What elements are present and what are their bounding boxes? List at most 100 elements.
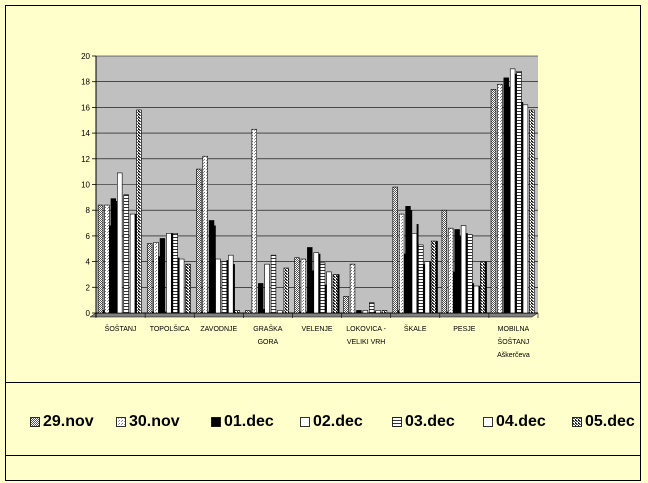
x-tick-label: PESJE <box>453 326 476 333</box>
legend-swatch <box>300 417 310 427</box>
y-tick-label: 16 <box>81 103 90 112</box>
bar <box>146 243 153 314</box>
x-tick-label: LOKOVICA - <box>346 326 386 333</box>
bar <box>418 244 424 314</box>
bar <box>375 310 381 314</box>
bar <box>221 261 228 314</box>
legend-label: 29.nov <box>43 413 94 430</box>
legend-swatch <box>211 417 221 427</box>
legend-label: 01.dec <box>224 413 274 430</box>
bar <box>369 302 375 314</box>
y-tick-label: 20 <box>81 52 90 61</box>
bar <box>343 295 349 314</box>
bar <box>319 262 326 314</box>
y-tick-label: 0 <box>86 309 91 318</box>
bar <box>123 194 129 314</box>
legend-bottom-divider <box>5 455 641 456</box>
bar <box>136 109 142 314</box>
x-tick-label: VELIKI VRH <box>347 339 386 346</box>
bar <box>497 83 503 314</box>
legend-item: 30.nov <box>116 412 180 432</box>
bar <box>264 263 270 314</box>
y-tick-label: 12 <box>81 155 90 164</box>
legend-item: 04.dec <box>483 412 546 432</box>
bar <box>300 258 307 314</box>
legend-swatch <box>30 417 40 427</box>
bar <box>270 254 277 314</box>
y-tick-label: 2 <box>86 283 91 292</box>
legend-label: 02.dec <box>313 413 363 430</box>
x-tick-label: VELENJE <box>301 326 332 333</box>
x-tick-label: TOPOLŠICA <box>150 324 190 333</box>
legend-swatch <box>392 417 402 427</box>
x-tick-label: ZAVODNJE <box>200 326 237 333</box>
bar <box>381 310 388 314</box>
bar <box>234 310 240 314</box>
bar <box>454 229 460 314</box>
legend-swatch <box>483 417 493 427</box>
legend-label: 04.dec <box>496 413 546 430</box>
x-tick-label: ŠKALE <box>404 324 427 333</box>
bar <box>215 258 221 314</box>
y-tick-label: 10 <box>81 181 90 190</box>
x-tick-label: MOBILNA <box>498 326 530 333</box>
bar <box>159 238 166 314</box>
bar <box>424 261 430 314</box>
bar <box>251 128 257 314</box>
bar <box>313 252 319 314</box>
bar <box>196 168 202 314</box>
bar-side <box>337 274 340 314</box>
bar <box>467 234 473 314</box>
bar <box>356 310 362 314</box>
x-tick-label: ŠOŠTANJ <box>498 337 530 346</box>
bar-side <box>233 264 235 314</box>
bar <box>411 233 418 314</box>
legend-label: 03.dec <box>405 413 455 430</box>
bar <box>362 310 369 314</box>
bar <box>473 285 480 314</box>
bar <box>307 247 313 314</box>
bar <box>283 267 289 314</box>
legend-item: 05.dec <box>572 412 635 432</box>
bar <box>228 254 234 314</box>
bar <box>522 104 529 314</box>
bar <box>185 263 191 314</box>
x-tick-label: GRAŠKA <box>253 324 283 333</box>
bar <box>509 68 516 314</box>
legend-label: 30.nov <box>129 413 180 430</box>
bar-side <box>484 261 487 314</box>
bar <box>405 206 411 314</box>
legend-item: 01.dec <box>211 412 274 432</box>
plot-floor <box>89 312 539 318</box>
legend-swatch <box>572 417 582 427</box>
bar <box>460 225 467 314</box>
bar <box>129 213 136 314</box>
bar <box>172 233 178 314</box>
x-tick-label: Aškerčeva <box>497 352 530 359</box>
bar <box>97 204 104 314</box>
bar <box>110 198 117 314</box>
bar <box>245 310 251 314</box>
bar <box>503 77 509 314</box>
bar <box>349 263 356 314</box>
x-tick-label: GORA <box>258 339 279 346</box>
bar <box>277 310 283 314</box>
legend-item: 03.dec <box>392 412 455 432</box>
bar <box>441 209 448 314</box>
bar <box>529 109 535 314</box>
bar <box>178 258 185 314</box>
y-tick-label: 6 <box>86 232 91 241</box>
bar <box>332 274 339 314</box>
bar <box>294 257 300 314</box>
bar <box>448 227 454 314</box>
y-tick-label: 18 <box>81 78 90 87</box>
bar <box>104 204 110 314</box>
y-tick-label: 4 <box>86 258 91 267</box>
bar <box>480 261 486 314</box>
bar <box>153 242 159 314</box>
legend-item: 02.dec <box>300 412 363 432</box>
bar <box>117 172 123 314</box>
legend-top-divider <box>5 382 641 383</box>
bar <box>202 155 208 314</box>
